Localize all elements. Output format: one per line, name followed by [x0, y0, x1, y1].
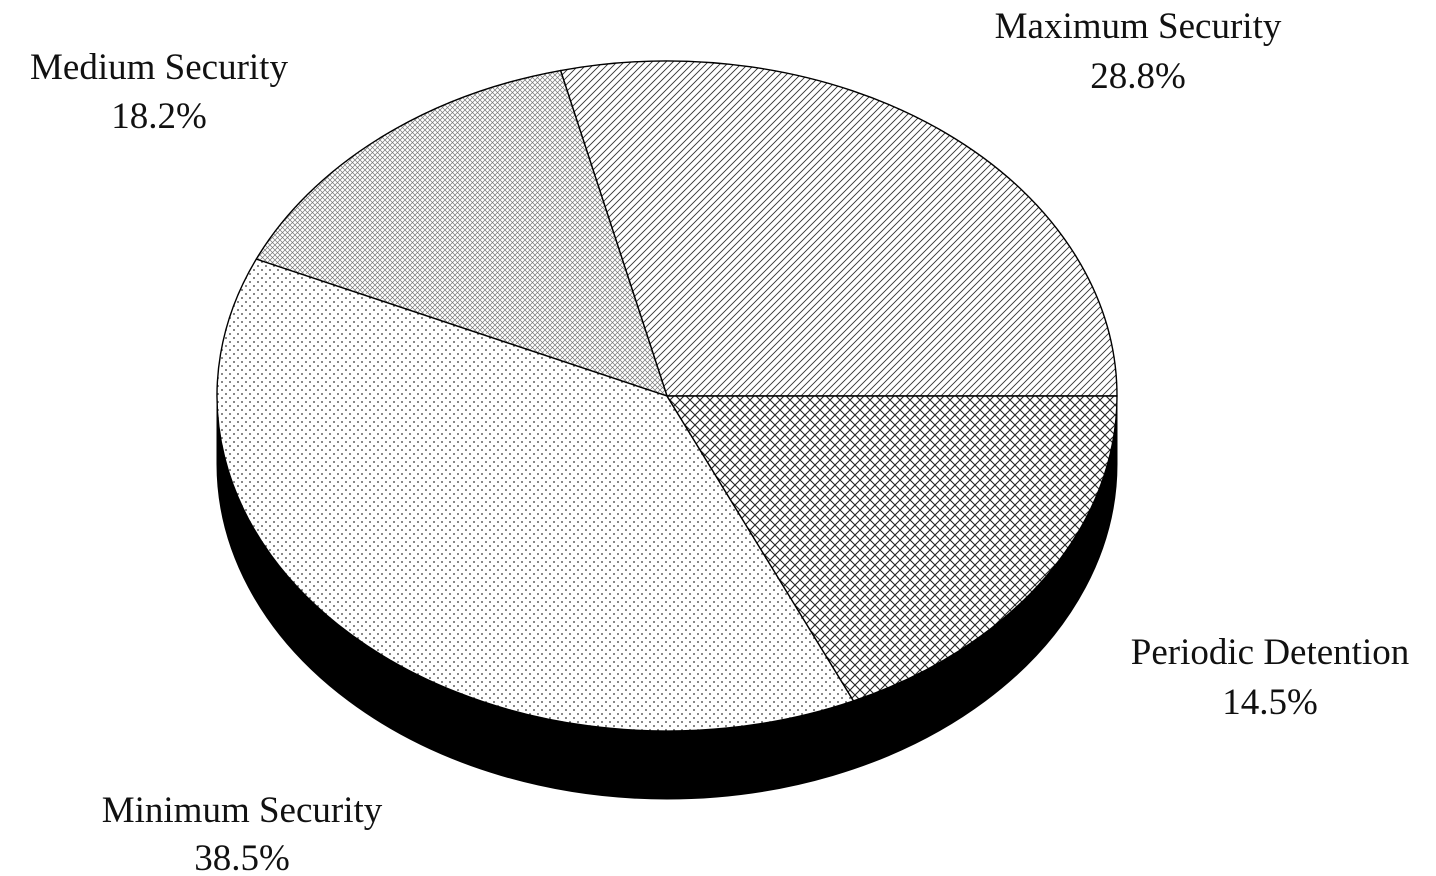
label-periodic-detention-name: Periodic Detention: [1131, 632, 1409, 673]
label-periodic-detention-value: 14.5%: [1222, 682, 1318, 723]
pie-labels: Maximum Security 28.8% Periodic Detentio…: [30, 6, 1409, 876]
slice-maximum-security: [559, 60, 1118, 397]
label-maximum-security-value: 28.8%: [1090, 56, 1186, 97]
pie-slices: [216, 60, 1118, 732]
label-medium-security-value: 18.2%: [111, 96, 207, 137]
slice-periodic-detention: [255, 69, 668, 397]
label-medium-security-name: Medium Security: [30, 47, 288, 88]
slice-medium-security: [666, 395, 1118, 702]
label-minimum-security-name: Minimum Security: [102, 790, 383, 831]
label-minimum-security-value: 38.5%: [194, 838, 290, 876]
slice-minimum-security: [216, 258, 855, 732]
label-maximum-security-name: Maximum Security: [995, 6, 1282, 47]
